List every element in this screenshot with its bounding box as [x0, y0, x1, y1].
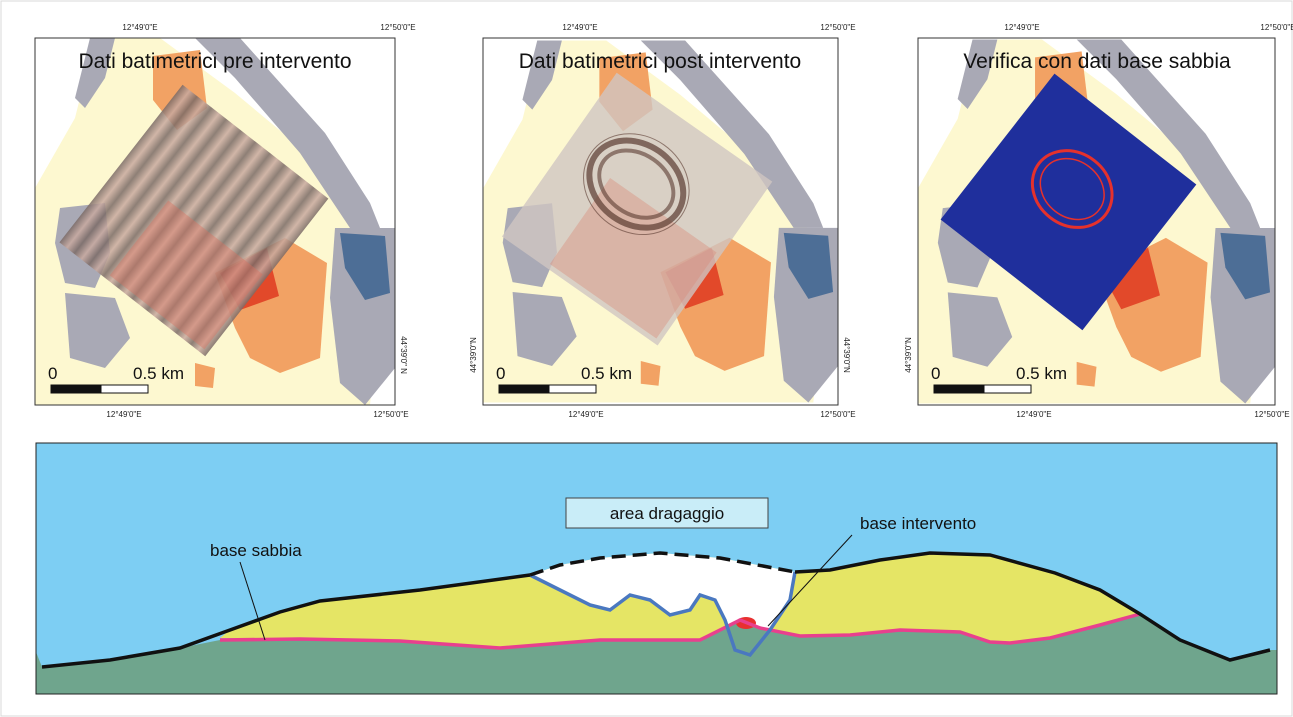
scale-bar: [549, 385, 596, 393]
coord-label: 12°49'0"E: [1016, 410, 1051, 419]
figure: area dragaggio base intervento base sabb…: [0, 0, 1293, 717]
base-sabbia-label: base sabbia: [210, 541, 302, 560]
coord-label: 44°39'0"N: [842, 337, 851, 373]
scale-label: 0: [931, 364, 940, 383]
coord-label: 44°39'0"N: [469, 337, 478, 373]
scale-label: 0.5 km: [581, 364, 632, 383]
coord-label: 12°50'0"E: [1254, 410, 1289, 419]
scale-bar: [499, 385, 549, 393]
scale-bar: [984, 385, 1031, 393]
coord-label: 12°49'0"E: [1004, 23, 1039, 32]
coord-label: 12°50'0"E: [373, 410, 408, 419]
scale-bar: [51, 385, 101, 393]
coord-label: 12°49'0"E: [122, 23, 157, 32]
scale-bar: [934, 385, 984, 393]
scale-label: 0: [48, 364, 57, 383]
coord-label: 12°50'0"E: [820, 23, 855, 32]
coord-label: 44°39'0"N: [904, 337, 913, 373]
coord-label: 44°39'0" N: [399, 336, 408, 374]
coord-label: 12°49'0"E: [106, 410, 141, 419]
scale-label: 0.5 km: [1016, 364, 1067, 383]
scale-label: 0.5 km: [133, 364, 184, 383]
panel-title: Verifica con dati base sabbia: [963, 50, 1231, 73]
coord-label: 12°50'0"E: [380, 23, 415, 32]
coord-label: 12°49'0"E: [568, 410, 603, 419]
coord-label: 12°50'0"E: [1260, 23, 1293, 32]
scale-bar: [101, 385, 148, 393]
scale-label: 0: [496, 364, 505, 383]
cross-section: [36, 443, 1277, 694]
coord-label: 12°50'0"E: [820, 410, 855, 419]
coord-label: 12°49'0"E: [562, 23, 597, 32]
panel-title: Dati batimetrici post intervento: [519, 50, 801, 73]
area-label: area dragaggio: [610, 504, 724, 523]
base-intervento-label: base intervento: [860, 514, 976, 533]
panel-title: Dati batimetrici pre intervento: [78, 50, 351, 73]
